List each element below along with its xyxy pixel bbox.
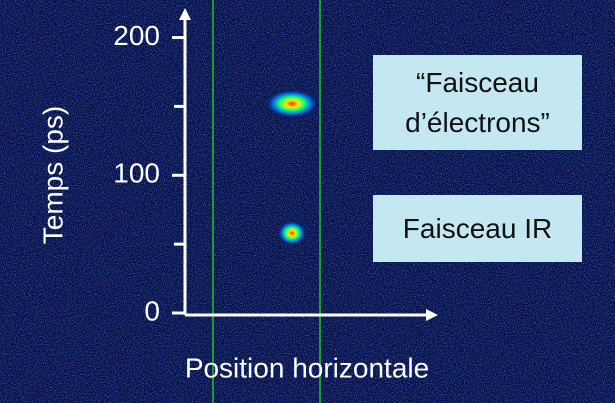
- annotation: Faisceau IR: [373, 195, 582, 262]
- y-tick-label: 200: [113, 20, 160, 51]
- y-tick-label: 100: [113, 158, 160, 189]
- y-tick-label: 0: [144, 295, 160, 326]
- y-arrow: [179, 8, 191, 20]
- x-label: Position horizontale: [185, 352, 429, 383]
- annotation: “Faisceau d’électrons”: [373, 55, 582, 150]
- spot: [278, 221, 306, 246]
- spot: [266, 89, 318, 118]
- y-label: Temps (ps): [37, 106, 68, 244]
- x-arrow: [426, 309, 438, 321]
